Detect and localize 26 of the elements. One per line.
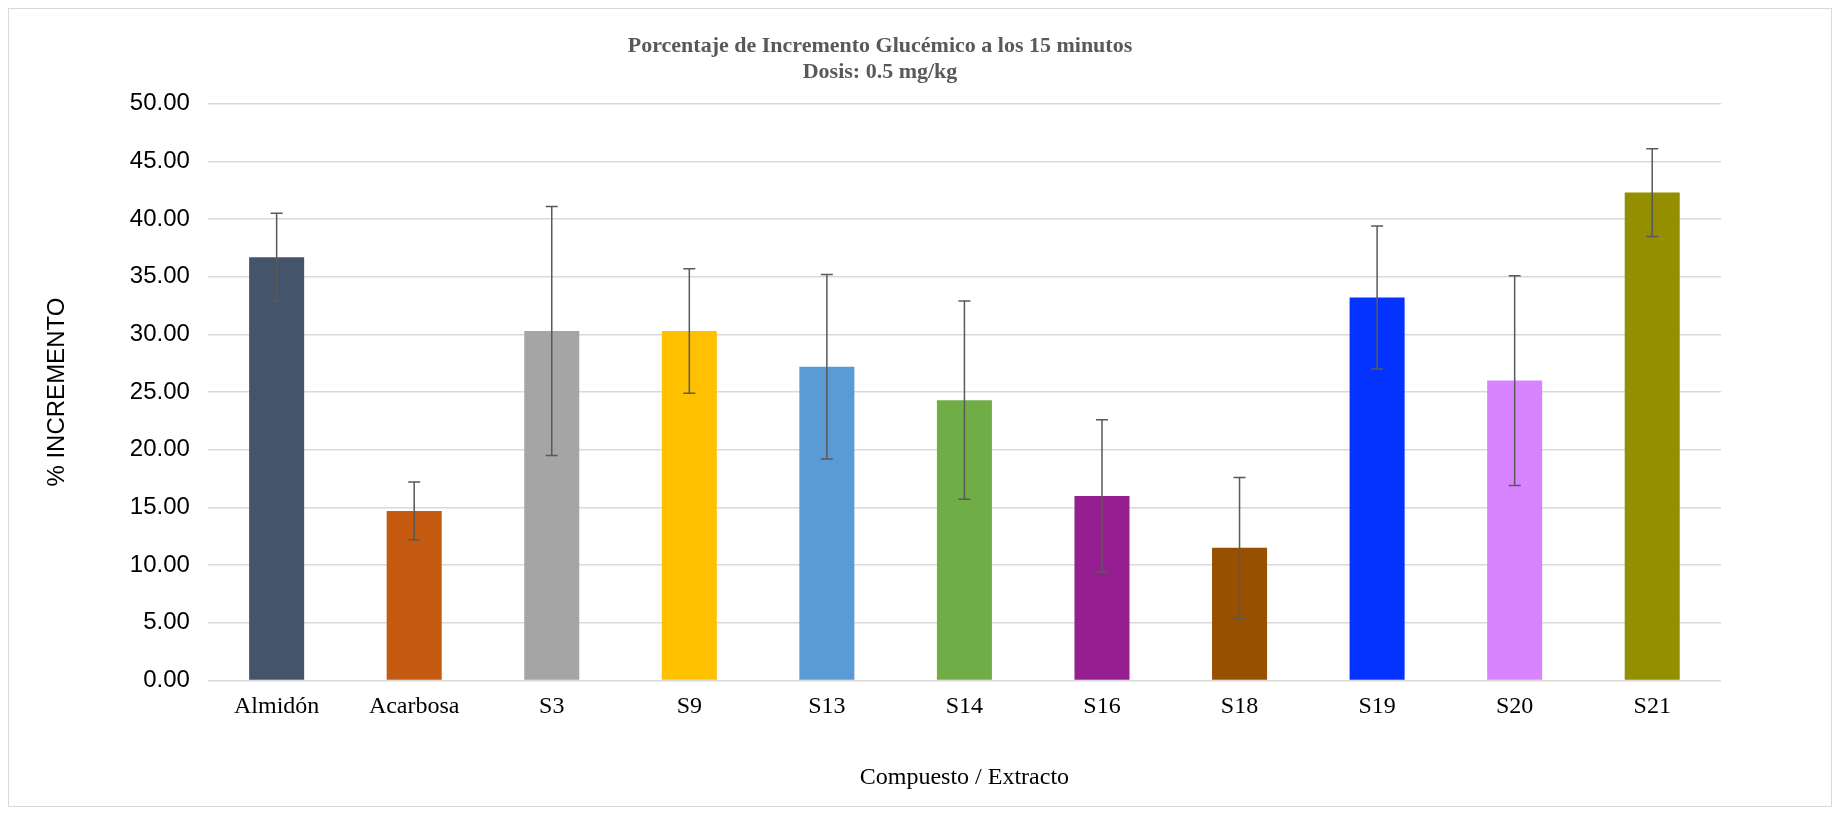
chart-subtitle: Dosis: 0.5 mg/kg <box>802 58 958 84</box>
x-tick-label: S21 <box>1633 692 1671 719</box>
y-tick-label: 50.00 <box>129 88 190 116</box>
y-tick-label: 10.00 <box>129 549 190 577</box>
y-tick-label: 20.00 <box>129 434 190 462</box>
x-tick-label: S3 <box>539 692 565 719</box>
y-tick-label: 45.00 <box>129 146 190 174</box>
x-tick-label: S13 <box>808 692 846 719</box>
x-tick-label: Acarbosa <box>368 692 460 719</box>
chart-title: Porcentaje de Incremento Glucémico a los 15 minutos <box>627 31 1133 57</box>
y-tick-label: 30.00 <box>129 319 190 347</box>
y-tick-label: 25.00 <box>129 376 190 404</box>
y-tick-label: 35.00 <box>129 261 190 289</box>
x-axis-title: Compuesto / Extracto <box>859 762 1070 789</box>
x-tick-label: S14 <box>945 692 984 719</box>
y-tick-label: 15.00 <box>129 492 190 520</box>
y-tick-label: 40.00 <box>129 203 190 231</box>
y-tick-label: 0.00 <box>143 665 190 693</box>
y-tick-label: 5.00 <box>143 607 190 635</box>
x-tick-label: S9 <box>676 692 702 719</box>
x-tick-label: S16 <box>1083 692 1121 719</box>
x-tick-label: Almidón <box>233 692 320 719</box>
x-tick-label: S20 <box>1495 692 1534 719</box>
y-axis-title: % INCREMENTO <box>42 297 70 487</box>
x-tick-label: S18 <box>1220 692 1259 719</box>
x-tick-label: S19 <box>1358 692 1396 719</box>
